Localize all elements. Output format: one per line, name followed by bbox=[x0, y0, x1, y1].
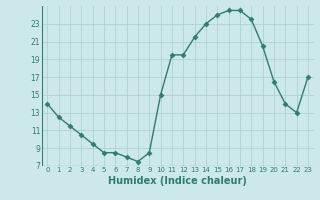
X-axis label: Humidex (Indice chaleur): Humidex (Indice chaleur) bbox=[108, 176, 247, 186]
